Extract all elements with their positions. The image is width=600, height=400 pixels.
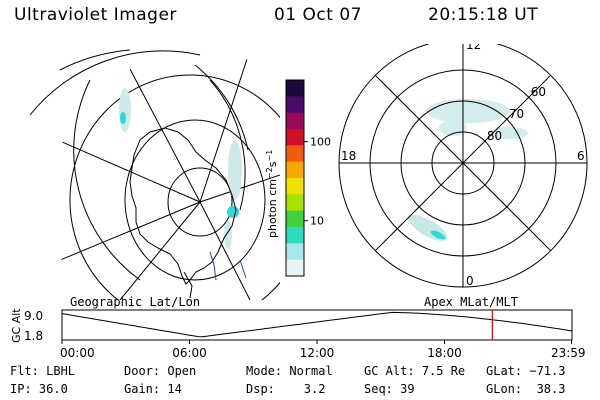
aurora-patch bbox=[430, 230, 446, 240]
aurora-patch bbox=[488, 127, 528, 139]
meridian-line bbox=[119, 52, 201, 203]
timeline-ylabel: GC Alt bbox=[10, 308, 23, 343]
info-field: GLat: −71.3 bbox=[486, 364, 566, 378]
colorbar-segment bbox=[286, 243, 304, 261]
map-outer-arc bbox=[209, 79, 246, 211]
meridian-line bbox=[50, 114, 201, 203]
meridian-line bbox=[199, 52, 251, 203]
observation-date: 01 Oct 07 bbox=[274, 5, 362, 25]
colorbar-unit-exp2: −1 bbox=[265, 150, 274, 162]
info-panel: Flt: LBHL Door: Open Mode: Normal GC Alt: 7… bbox=[0, 362, 600, 400]
timeline-xtick-label: 06:00 bbox=[172, 346, 207, 360]
colorbar-segment bbox=[286, 112, 304, 130]
observation-time: 20:15:18 UT bbox=[428, 5, 539, 25]
altitude-timeline: GC Alt 9.0 1.8 00:00 06:00 12:00 18:00 23:59 bbox=[10, 308, 586, 360]
latitude-circle-outer bbox=[69, 74, 280, 300]
info-field: Seq: 39 bbox=[364, 382, 415, 396]
info-field: GC Alt: 7.5 Re bbox=[364, 364, 466, 378]
colorbar-segment bbox=[286, 194, 304, 212]
colorbar-segment bbox=[286, 259, 304, 277]
svg-text:photon cm−2s−1: photon cm−2s−1 bbox=[265, 150, 279, 238]
colorbar-unit-exp1: −2 bbox=[265, 167, 274, 179]
timeline-xtick-label: 23:59 bbox=[551, 346, 586, 360]
terminator-line bbox=[239, 259, 247, 279]
colorbar-segment bbox=[286, 227, 304, 244]
terminator-line bbox=[209, 251, 217, 281]
mlt-label-0: 0 bbox=[466, 274, 474, 288]
colorbar-unit: photon cm bbox=[266, 179, 279, 238]
antarctica-coastline bbox=[129, 127, 237, 285]
colorbar-tick-label: 10 bbox=[310, 215, 324, 228]
colorbar-segment bbox=[286, 210, 304, 228]
timeline-ytick: 9.0 bbox=[24, 309, 43, 323]
timeline-xtick-label: 00:00 bbox=[60, 346, 95, 360]
aurora-patch bbox=[426, 99, 510, 123]
map-outer-arc bbox=[73, 79, 141, 281]
latitude-label: 80 bbox=[487, 129, 502, 143]
latitude-circle-mid bbox=[124, 119, 266, 281]
mlt-line bbox=[374, 74, 552, 252]
mlt-label-12: 12 bbox=[466, 44, 481, 52]
info-field: GLon: 38.3 bbox=[486, 382, 566, 396]
colorbar-segment bbox=[286, 178, 304, 195]
colorbar: 100 10 bbox=[285, 79, 331, 277]
colorbar-unit-s: s bbox=[266, 161, 279, 167]
timeline-xtick-label: 12:00 bbox=[300, 346, 335, 360]
info-field: Mode: Normal bbox=[246, 364, 333, 378]
colorbar-segment bbox=[286, 145, 304, 163]
timeline-geo-label: Geographic Lat/Lon bbox=[70, 295, 201, 309]
mlt-label-6: 6 bbox=[577, 149, 585, 163]
geographic-map bbox=[29, 49, 280, 300]
colorbar-tick-label: 100 bbox=[310, 136, 331, 149]
info-field: Gain: 14 bbox=[124, 382, 182, 396]
aurora-emission bbox=[408, 99, 528, 241]
timeline-frame bbox=[61, 309, 573, 341]
map-outer-arc bbox=[29, 50, 201, 116]
info-field: Dsp: 3.2 bbox=[246, 382, 326, 396]
colorbar-frame bbox=[285, 79, 305, 277]
timeline-ytick: 1.8 bbox=[24, 329, 43, 343]
latitude-label: 60 bbox=[531, 85, 546, 99]
latitude-circle-inner bbox=[167, 167, 233, 237]
info-field: IP: 36.0 bbox=[10, 382, 68, 396]
latitude-label: 70 bbox=[509, 107, 524, 121]
instrument-title: Ultraviolet Imager bbox=[14, 5, 177, 25]
colorbar-label-area: photon cm−2s−1 bbox=[262, 78, 282, 238]
colorbar-segment bbox=[286, 96, 304, 114]
colorbar-segment bbox=[286, 129, 304, 146]
map-outer-arc bbox=[59, 49, 131, 71]
meridian-line bbox=[199, 201, 251, 300]
altitude-curve bbox=[61, 311, 573, 338]
map-outer-arc bbox=[194, 64, 249, 151]
peninsula-coastline bbox=[183, 271, 193, 299]
info-field: Door: Open bbox=[124, 364, 197, 378]
colorbar-segment bbox=[286, 80, 304, 97]
colorbar-segment bbox=[286, 161, 304, 179]
info-field: Flt: LBHL bbox=[10, 364, 76, 378]
mlt-label-18: 18 bbox=[341, 149, 356, 163]
meridian-line bbox=[50, 201, 201, 286]
timeline-xtick-label: 18:00 bbox=[427, 346, 462, 360]
timeline-apex-label: Apex MLat/MLT bbox=[424, 295, 518, 309]
meridian-line bbox=[119, 201, 201, 300]
